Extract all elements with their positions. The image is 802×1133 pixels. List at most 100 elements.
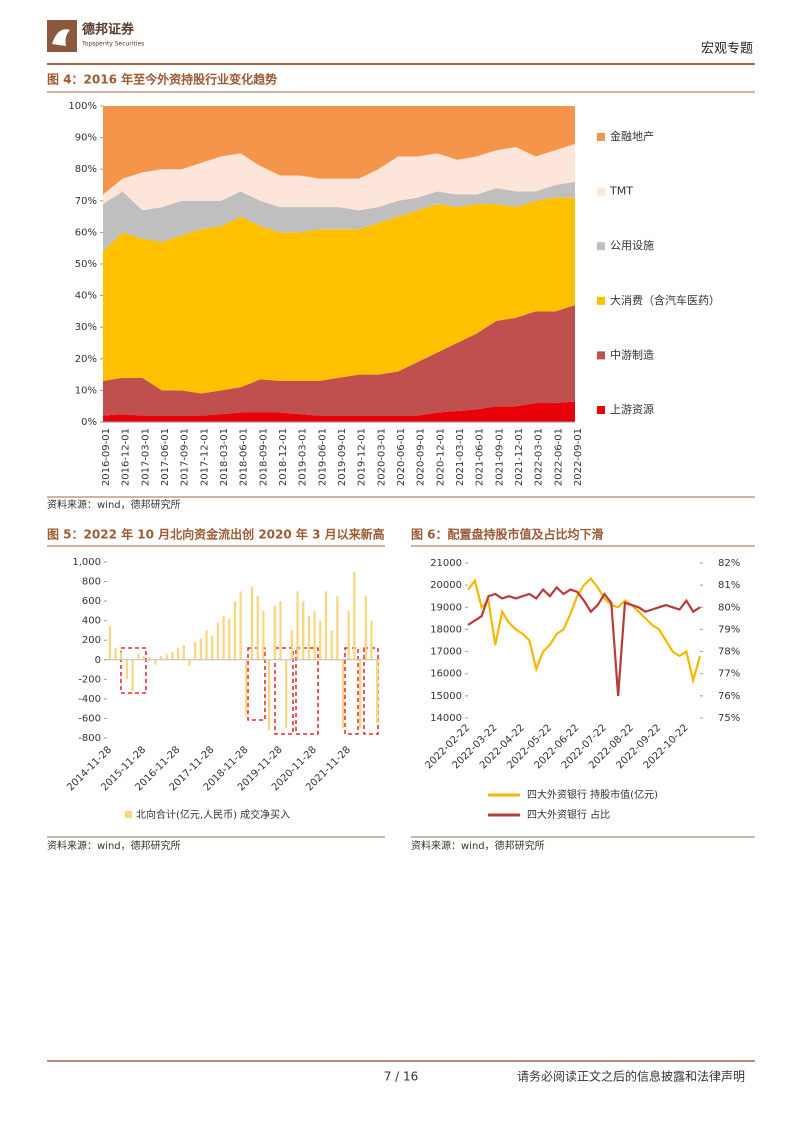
y-tick-label: 14000 <box>430 713 462 724</box>
x-tick-label: 2018-09-01 <box>258 428 269 486</box>
y-tick-label: -400 <box>78 694 101 705</box>
x-tick-label: 2020-12-01 <box>435 428 446 486</box>
bar <box>137 653 140 660</box>
bar <box>233 601 237 660</box>
source: 资料来源：wind，德邦研究所 <box>47 498 181 511</box>
y2-tick-label: 78% <box>718 647 740 658</box>
bar <box>245 659 248 717</box>
bar <box>313 610 316 660</box>
y-tick-label: 50% <box>75 259 97 270</box>
highlight-box <box>247 647 266 721</box>
bar <box>165 653 168 660</box>
source: 资料来源：wind，德邦研究所 <box>47 839 181 852</box>
bar <box>159 655 163 660</box>
x-tick-label: 2016-09-01 <box>101 428 112 486</box>
bar <box>131 659 134 692</box>
source: 资料来源：wind，德邦研究所 <box>411 839 545 852</box>
x-tick-label: 2017-12-01 <box>199 428 210 486</box>
bar <box>171 651 174 660</box>
chart-title: 图 4：2016 年至今外资持股行业变化趋势 <box>47 72 277 87</box>
logo <box>47 20 77 52</box>
legend-swatch <box>597 187 605 196</box>
legend-label: 公用设施 <box>610 239 654 252</box>
bar <box>211 635 214 660</box>
y-tick-label: 600 <box>82 596 101 607</box>
brand: 德邦证券 <box>82 22 135 38</box>
area <box>103 143 575 211</box>
x-tick-label: 2022-03-01 <box>534 428 545 486</box>
bar <box>182 645 185 660</box>
y-tick-label: 17000 <box>430 647 462 658</box>
bar <box>120 651 123 660</box>
bar <box>154 659 157 665</box>
legend-swatch <box>597 242 605 251</box>
bar <box>347 610 350 660</box>
highlight-boxes <box>120 647 379 735</box>
section: 宏观专题 <box>701 42 753 57</box>
y-tick-label: 20000 <box>430 580 462 591</box>
line <box>467 585 701 696</box>
x-tick-label: 2019-06-01 <box>317 428 328 486</box>
bar <box>228 618 231 660</box>
x-tick-label: 2017-06-01 <box>160 428 171 486</box>
bar <box>194 642 197 660</box>
bar <box>302 601 305 660</box>
y-tick-label: 0% <box>81 417 97 428</box>
bar <box>250 586 254 660</box>
y-tick-label: 100% <box>68 101 97 112</box>
bar <box>222 615 225 660</box>
area <box>103 106 575 195</box>
y-tick-label: 18000 <box>430 624 462 635</box>
bar <box>142 655 146 660</box>
highlight-box <box>344 647 359 735</box>
y-tick-label: 21000 <box>430 558 462 569</box>
page-number: 7 / 16 <box>384 1070 419 1084</box>
legend-label: 上游资源 <box>610 402 654 416</box>
bar <box>307 615 311 660</box>
bar <box>267 659 271 731</box>
y-tick-label: 800 <box>82 577 101 588</box>
legend-label: TMT <box>609 185 633 198</box>
y-tick-label: -600 <box>78 713 101 724</box>
x-tick-label: 2020-06-01 <box>396 428 407 486</box>
x-tick-label: 2021-06-01 <box>475 428 486 486</box>
bar <box>188 659 191 666</box>
y-tick-label: 200 <box>82 635 101 646</box>
bar <box>290 630 293 660</box>
bar <box>216 622 220 660</box>
y-tick-label: -800 <box>78 733 101 744</box>
y-tick-label: 80% <box>75 164 97 175</box>
legend-label: 中游制造 <box>610 347 654 361</box>
area <box>103 181 575 252</box>
x-tick-label: 2020-09-01 <box>416 428 427 486</box>
bar <box>273 606 276 660</box>
line <box>467 576 702 685</box>
legend-swatch <box>597 351 605 360</box>
y-tick-label: 40% <box>75 291 97 302</box>
bar <box>341 659 345 729</box>
y-tick-label: -200 <box>78 674 101 685</box>
bar <box>239 591 242 660</box>
bar <box>199 638 202 660</box>
y2-tick-label: 82% <box>718 558 740 569</box>
bar <box>108 625 111 660</box>
brand-en: Topsperity Securities <box>81 41 144 48</box>
highlight-box <box>363 647 379 735</box>
y2-tick-label: 81% <box>718 580 740 591</box>
y-tick-label: 15000 <box>430 691 462 702</box>
x-tick-label: 2018-03-01 <box>219 428 230 486</box>
y2-tick-label: 77% <box>718 669 740 680</box>
x-tick-label: 2021-03-01 <box>455 428 466 486</box>
bar <box>364 596 367 660</box>
highlight-box <box>295 647 319 735</box>
y2-tick-label: 76% <box>718 691 740 702</box>
y-tick-label: 70% <box>75 196 97 207</box>
y-tick-label: 30% <box>75 322 97 333</box>
legend-label: 金融地产 <box>610 129 654 143</box>
y-tick-label: 19000 <box>430 602 462 613</box>
area <box>103 197 575 394</box>
bar <box>296 591 299 660</box>
y2-tick-label: 80% <box>718 602 740 613</box>
bar <box>353 571 356 660</box>
